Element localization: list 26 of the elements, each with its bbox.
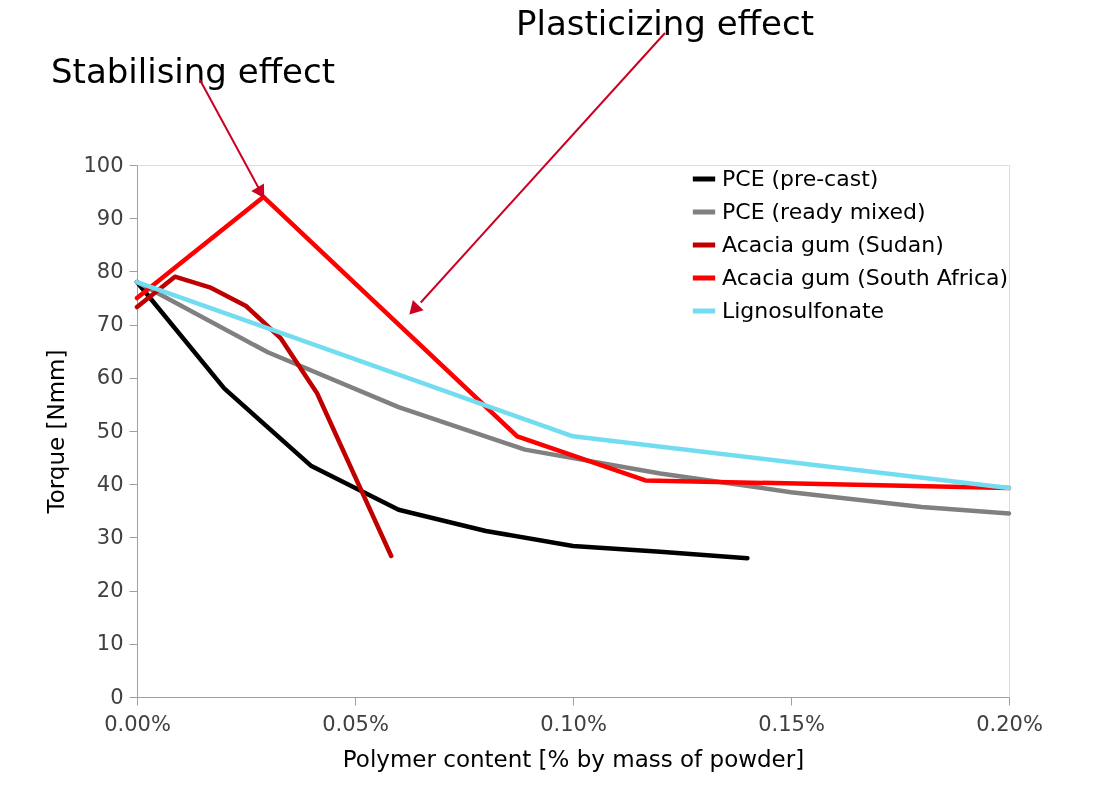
annotation: Stabilising effect <box>50 51 336 91</box>
legend-label: Acacia gum (South Africa) <box>722 265 1009 290</box>
legend-label: PCE (pre-cast) <box>722 166 879 191</box>
y-tick-label: 0 <box>110 684 124 709</box>
text: Plasticizing effect <box>516 3 814 43</box>
y-tick-label: 90 <box>96 205 124 230</box>
legend-label: Lignosulfonate <box>722 298 885 323</box>
line-series <box>134 274 394 559</box>
x-tick-label: 0.20% <box>976 711 1043 736</box>
y-tick-label: 40 <box>96 471 124 496</box>
y-tick-label: 50 <box>96 418 124 443</box>
y-axis-title: Torque [Nmm] <box>43 349 70 515</box>
legend-label: Acacia gum (Sudan) <box>722 232 944 257</box>
x-tick-label: 0.05% <box>322 711 389 736</box>
y-tick-label: 30 <box>96 524 124 549</box>
x-tick-label: 0.15% <box>758 711 825 736</box>
legend-label: PCE (ready mixed) <box>722 199 926 224</box>
y-tick-label: 70 <box>96 312 124 337</box>
x-tick-label: 0.10% <box>540 711 607 736</box>
y-tick-label: 10 <box>96 631 124 656</box>
x-tick-label: 0.00% <box>104 711 171 736</box>
y-tick-label: 60 <box>96 365 124 390</box>
y-tick-label: 80 <box>96 258 124 283</box>
y-tick-label: 20 <box>96 578 124 603</box>
y-tick-label: 100 <box>83 152 124 177</box>
x-axis-title: Polymer content [% by mass of powder] <box>342 745 805 772</box>
